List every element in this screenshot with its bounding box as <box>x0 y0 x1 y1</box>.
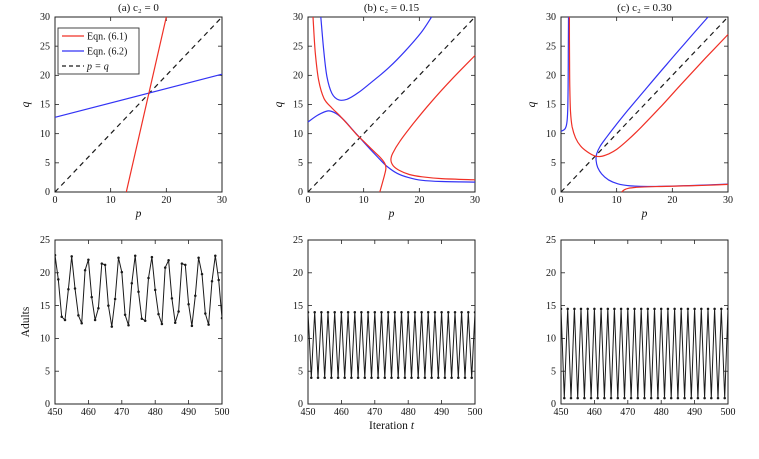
svg-text:15: 15 <box>40 301 50 312</box>
phase-plot-b: 0 10 20 30 0 5 10 15 20 25 30 (b) c₂ = 0.15 p q <box>253 0 506 227</box>
svg-text:5: 5 <box>298 158 303 169</box>
svg-text:5: 5 <box>551 158 556 169</box>
svg-text:25: 25 <box>40 235 50 246</box>
svg-text:500: 500 <box>215 407 230 418</box>
svg-text:p = q: p = q <box>86 61 109 72</box>
svg-text:500: 500 <box>721 407 736 418</box>
svg-text:480: 480 <box>654 407 669 418</box>
svg-text:10: 10 <box>293 334 303 345</box>
svg-text:p: p <box>641 208 648 220</box>
svg-text:(b) c₂ = 0.15: (b) c₂ = 0.15 <box>364 2 420 14</box>
svg-text:490: 490 <box>434 407 449 418</box>
svg-text:470: 470 <box>367 407 382 418</box>
svg-text:0: 0 <box>306 195 311 206</box>
svg-text:460: 460 <box>587 407 602 418</box>
svg-text:20: 20 <box>293 268 303 279</box>
svg-text:30: 30 <box>40 12 50 23</box>
svg-text:10: 10 <box>293 129 303 140</box>
svg-text:30: 30 <box>723 195 733 206</box>
svg-text:450: 450 <box>48 407 63 418</box>
svg-text:490: 490 <box>687 407 702 418</box>
svg-text:25: 25 <box>293 235 303 246</box>
phase-plot-a: 0 10 20 30 0 5 10 15 20 25 30 (a) c₂ = 0 p q Eqn. (6.1… <box>0 0 253 227</box>
svg-text:15: 15 <box>293 100 303 111</box>
svg-text:10: 10 <box>40 334 50 345</box>
svg-text:Eqn. (6.1): Eqn. (6.1) <box>87 31 127 42</box>
svg-text:15: 15 <box>40 100 50 111</box>
svg-text:p: p <box>388 208 395 220</box>
svg-text:5: 5 <box>45 158 50 169</box>
svg-text:15: 15 <box>546 100 556 111</box>
svg-text:470: 470 <box>620 407 635 418</box>
adults-timeseries-c: 450 460 470 480 490 500 0 5 10 15 20 25 <box>506 227 759 454</box>
svg-text:20: 20 <box>40 268 50 279</box>
svg-text:20: 20 <box>414 195 424 206</box>
svg-text:490: 490 <box>181 407 196 418</box>
svg-text:0: 0 <box>298 399 303 410</box>
svg-text:q: q <box>20 101 32 107</box>
svg-text:30: 30 <box>546 12 556 23</box>
svg-text:15: 15 <box>293 301 303 312</box>
svg-text:460: 460 <box>81 407 96 418</box>
svg-text:15: 15 <box>546 301 556 312</box>
svg-text:25: 25 <box>40 41 50 52</box>
svg-text:10: 10 <box>359 195 369 206</box>
svg-text:Adults: Adults <box>20 306 32 337</box>
svg-text:10: 10 <box>40 129 50 140</box>
svg-text:p: p <box>135 208 142 220</box>
svg-text:450: 450 <box>301 407 316 418</box>
svg-text:0: 0 <box>45 399 50 410</box>
svg-text:(c) c₂ = 0.30: (c) c₂ = 0.30 <box>617 2 672 14</box>
svg-text:25: 25 <box>293 41 303 52</box>
svg-text:10: 10 <box>546 334 556 345</box>
svg-text:5: 5 <box>298 366 303 377</box>
svg-text:480: 480 <box>148 407 163 418</box>
svg-text:0: 0 <box>53 195 58 206</box>
svg-text:20: 20 <box>40 71 50 82</box>
svg-text:25: 25 <box>546 41 556 52</box>
svg-text:0: 0 <box>45 187 50 198</box>
svg-text:30: 30 <box>217 195 227 206</box>
svg-text:480: 480 <box>401 407 416 418</box>
svg-text:30: 30 <box>470 195 480 206</box>
svg-text:0: 0 <box>298 187 303 198</box>
svg-text:10: 10 <box>612 195 622 206</box>
svg-text:0: 0 <box>551 399 556 410</box>
svg-text:20: 20 <box>667 195 677 206</box>
svg-text:470: 470 <box>114 407 129 418</box>
adults-timeseries-b: 450 460 470 480 490 500 0 5 10 15 20 25 Iteration t <box>253 227 506 454</box>
svg-text:450: 450 <box>554 407 569 418</box>
phase-plot-c: 0 10 20 30 0 5 10 15 20 25 30 (c) c₂ = 0.30 p q <box>506 0 759 227</box>
svg-text:q: q <box>273 101 285 107</box>
svg-text:10: 10 <box>106 195 116 206</box>
adults-timeseries-a: 450 460 470 480 490 500 0 5 10 15 20 25 Adults <box>0 227 253 454</box>
svg-text:10: 10 <box>546 129 556 140</box>
svg-text:5: 5 <box>551 366 556 377</box>
svg-text:0: 0 <box>551 187 556 198</box>
svg-text:460: 460 <box>334 407 349 418</box>
svg-text:20: 20 <box>293 71 303 82</box>
svg-text:20: 20 <box>546 268 556 279</box>
svg-text:5: 5 <box>45 366 50 377</box>
svg-text:20: 20 <box>161 195 171 206</box>
svg-text:20: 20 <box>546 71 556 82</box>
svg-text:25: 25 <box>546 235 556 246</box>
svg-text:0: 0 <box>559 195 564 206</box>
svg-text:Eqn. (6.2): Eqn. (6.2) <box>87 46 127 57</box>
svg-text:Iteration t: Iteration t <box>369 420 415 432</box>
svg-text:q: q <box>526 101 538 107</box>
svg-text:(a) c₂ = 0: (a) c₂ = 0 <box>118 2 159 14</box>
svg-text:500: 500 <box>468 407 483 418</box>
svg-text:30: 30 <box>293 12 303 23</box>
